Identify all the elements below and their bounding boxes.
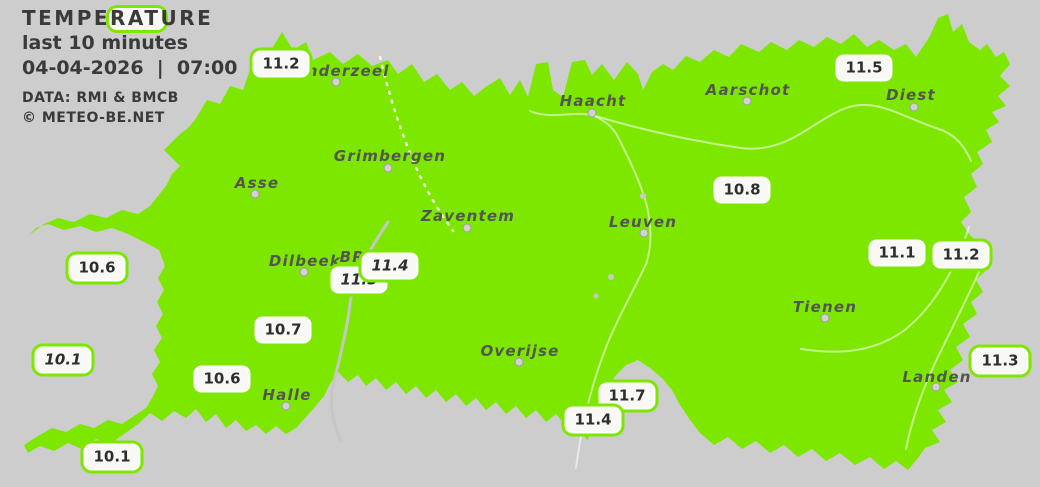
city-marker-dot [281, 401, 291, 411]
temperature-badge: 10.6 [193, 365, 251, 393]
temperature-badge: 11.5 [835, 54, 893, 82]
temperature-badge: 11.4 [361, 252, 419, 280]
city-marker-dot [299, 267, 309, 277]
temperature-badge: 11.4 [564, 406, 622, 434]
title-subtitle: last 10 minutes [22, 32, 189, 54]
city-label-landen: Landen [902, 368, 972, 386]
temperature-badge: 11.1 [868, 239, 926, 267]
city-label-asse: Asse [234, 174, 280, 192]
city-label-zaventem: Zaventem [420, 207, 516, 225]
partial-temperature-badge [109, 8, 165, 30]
temperature-badge: 10.8 [713, 176, 771, 204]
city-marker-dot [514, 357, 524, 367]
title-block: TEMPERATURE last 10 minutes 04-04-2026 |… [22, 6, 237, 129]
temperature-badge: 11.3 [971, 347, 1029, 375]
city-marker-dot [909, 102, 919, 112]
city-label-tienen: Tienen [792, 298, 858, 316]
city-marker-dot [587, 108, 597, 118]
city-label-aarschot: Aarschot [705, 81, 791, 99]
city-label-haacht: Haacht [559, 92, 627, 110]
canal-dotted-line [378, 55, 455, 233]
lake-dots [593, 193, 646, 299]
city-marker-dot [742, 96, 752, 106]
temperature-badge: 10.1 [34, 346, 92, 374]
city-marker-dot [820, 313, 830, 323]
river-lines [529, 103, 985, 469]
temperature-badge: 10.7 [254, 316, 312, 344]
temperature-badge: 11.2 [252, 50, 310, 78]
city-label-diest: Diest [886, 86, 936, 104]
temperature-badge: 11.5 [330, 266, 388, 294]
city-label-londerzeel: Londerzeel [284, 62, 390, 80]
city-marker-dot [639, 228, 649, 238]
city-marker-dot [331, 77, 341, 87]
city-label-leuven: Leuven [608, 213, 678, 231]
city-marker-dot [931, 382, 941, 392]
city-label-grimbergen: Grimbergen [333, 147, 447, 165]
temperature-badge: 10.1 [83, 443, 141, 471]
temperature-badge: 10.6 [68, 254, 126, 282]
city-marker-dot [383, 163, 393, 173]
city-label-halle: Halle [262, 386, 312, 404]
temperature-badge: 11.7 [598, 382, 656, 410]
temperature-badge: 11.2 [932, 241, 990, 269]
city-marker-dot [462, 223, 472, 233]
page-title: TEMPERATURE [22, 6, 214, 30]
city-label-dilbeek: Dilbeek [268, 252, 342, 270]
data-source-label: DATA: RMI & BMCB [22, 90, 179, 107]
title-datetime: 04-04-2026 | 07:00 [22, 56, 238, 79]
province-shape [24, 14, 1010, 470]
city-label-overijse: Overijse [480, 342, 560, 360]
copyright-label: © METEO-BE.NET [22, 109, 165, 126]
city-marker-dot [250, 189, 260, 199]
